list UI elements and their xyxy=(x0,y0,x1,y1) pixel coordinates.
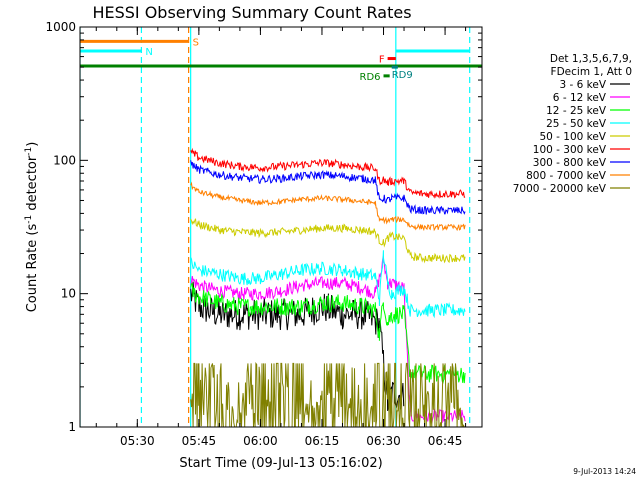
flag-label-0: S xyxy=(193,37,199,48)
axes: 05:30 05:45 06:00 06:15 06:30 06:45 1 10 100 1000 xyxy=(45,20,482,448)
x-tick-label-3: 06:15 xyxy=(305,434,340,448)
legend: Det 1,3,5,6,7,9,FDecim 1, Att 03 - 6 keV… xyxy=(513,53,632,195)
y-axis-label-exp1: -1 xyxy=(24,215,34,224)
legend-label-1: 6 - 12 keV xyxy=(553,92,607,104)
legend-label-2: 12 - 25 keV xyxy=(546,105,607,117)
legend-label-7: 800 - 7000 keV xyxy=(526,170,607,182)
legend-label-4: 50 - 100 keV xyxy=(539,131,606,143)
y-tick-label-2: 100 xyxy=(53,153,76,167)
x-tick-label-0: 05:30 xyxy=(120,434,155,448)
flag-bars: S N F RD9 RD6 xyxy=(80,37,482,83)
series-lines xyxy=(190,147,466,427)
legend-label-0: 3 - 6 keV xyxy=(559,79,606,91)
legend-header-1: FDecim 1, Att 0 xyxy=(551,66,632,78)
x-axis-label: Start Time (09-Jul-13 05:16:02) xyxy=(179,456,382,471)
chart-title: HESSI Observing Summary Count Rates xyxy=(92,3,411,22)
series-line-4 xyxy=(190,218,466,264)
series-line-3 xyxy=(190,250,466,319)
y-axis-label-exp2: -1 xyxy=(24,147,34,156)
y-tick-label-0: 1 xyxy=(68,420,76,434)
series-line-2 xyxy=(190,282,466,384)
flag-label-3: F xyxy=(379,55,385,66)
legend-label-6: 300 - 800 keV xyxy=(533,157,607,169)
flag-label-4: RD9 xyxy=(392,70,413,81)
footer-date: 9-Jul-2013 14:24 xyxy=(573,467,636,476)
flag-label-1: N xyxy=(145,47,152,58)
x-tick-label-1: 05:45 xyxy=(182,434,217,448)
y-axis-label-mid: detector xyxy=(25,155,40,215)
x-tick-label-4: 06:30 xyxy=(366,434,401,448)
y-axis-label-base: Count Rate (s xyxy=(25,224,40,313)
x-tick-label-5: 06:45 xyxy=(428,434,463,448)
y-tick-label-1: 10 xyxy=(61,287,76,301)
legend-header-0: Det 1,3,5,6,7,9, xyxy=(550,53,632,65)
series-line-6 xyxy=(190,160,466,215)
x-tick-label-2: 06:00 xyxy=(243,434,278,448)
flag-label-5: RD6 xyxy=(360,72,381,83)
series-line-7 xyxy=(190,181,466,232)
legend-label-3: 25 - 50 keV xyxy=(546,118,607,130)
series-line-0 xyxy=(190,281,405,412)
series-line-5 xyxy=(190,147,466,199)
y-tick-label-3: 1000 xyxy=(45,20,76,34)
legend-label-8: 7000 - 20000 keV xyxy=(513,183,607,195)
legend-label-5: 100 - 300 keV xyxy=(533,144,607,156)
vertical-markers xyxy=(80,27,471,427)
y-axis-label: Count Rate (s-1 detector-1) xyxy=(24,142,40,313)
series-line-8 xyxy=(190,361,466,427)
y-axis-label-end: ) xyxy=(25,142,40,147)
